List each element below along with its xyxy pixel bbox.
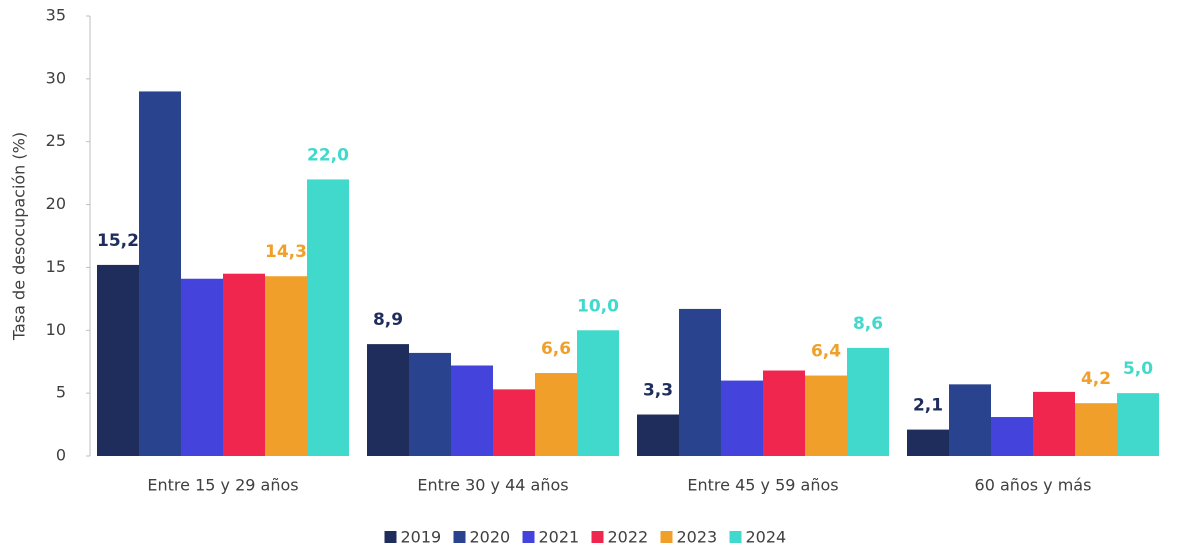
- bar: [493, 389, 535, 456]
- bar: [265, 276, 307, 456]
- bar: [451, 365, 493, 456]
- value-label: 10,0: [577, 296, 619, 316]
- bar: [97, 264, 139, 456]
- bar: [991, 417, 1033, 456]
- legend-label: 2023: [677, 528, 718, 547]
- bar: [1033, 391, 1075, 456]
- value-label: 4,2: [1081, 369, 1111, 389]
- y-tick-label: 30: [46, 68, 66, 87]
- bar: [409, 352, 451, 456]
- bar: [847, 347, 889, 456]
- y-tick-label: 0: [56, 446, 66, 465]
- bar: [139, 91, 181, 456]
- legend-swatch: [384, 531, 397, 543]
- value-label: 3,3: [643, 381, 673, 401]
- x-tick-label: Entre 45 y 59 años: [687, 476, 838, 495]
- bar: [223, 273, 265, 456]
- x-tick-label: Entre 15 y 29 años: [147, 476, 298, 495]
- value-label: 15,2: [97, 231, 139, 251]
- bar: [535, 373, 577, 456]
- y-tick-label: 35: [46, 6, 66, 25]
- legend-label: 2019: [401, 528, 442, 547]
- bar: [577, 330, 619, 456]
- legend-label: 2024: [746, 528, 787, 547]
- y-tick-label: 10: [46, 320, 66, 339]
- y-tick-label: 15: [46, 257, 66, 276]
- bar: [367, 344, 409, 456]
- value-label: 6,6: [541, 339, 571, 359]
- bar: [181, 278, 223, 456]
- y-tick-label: 5: [56, 383, 66, 402]
- bar: [1075, 403, 1117, 456]
- y-axis-title: Tasa de desocupación (%): [10, 132, 29, 341]
- bar: [805, 375, 847, 456]
- bar: [637, 414, 679, 456]
- bar: [907, 429, 949, 456]
- legend-swatch: [453, 531, 466, 543]
- bar: [307, 179, 349, 456]
- legend-swatch: [591, 531, 604, 543]
- x-tick-label: 60 años y más: [975, 476, 1092, 495]
- legend-swatch: [729, 531, 742, 543]
- value-label: 8,9: [373, 310, 403, 330]
- value-label: 6,4: [811, 342, 841, 362]
- legend-swatch: [660, 531, 673, 543]
- bar: [1117, 393, 1159, 456]
- value-label: 5,0: [1123, 359, 1153, 379]
- value-label: 8,6: [853, 314, 883, 334]
- legend-swatch: [522, 531, 535, 543]
- value-label: 2,1: [913, 396, 943, 416]
- legend-label: 2021: [539, 528, 580, 547]
- value-label: 22,0: [307, 145, 349, 165]
- bar: [679, 308, 721, 456]
- y-tick-label: 20: [46, 194, 66, 213]
- bar: [721, 380, 763, 456]
- bar: [763, 370, 805, 456]
- value-label: 14,3: [265, 242, 307, 262]
- y-tick-label: 25: [46, 131, 66, 150]
- bar: [949, 384, 991, 456]
- legend-label: 2022: [608, 528, 649, 547]
- legend-label: 2020: [470, 528, 511, 547]
- x-tick-label: Entre 30 y 44 años: [417, 476, 568, 495]
